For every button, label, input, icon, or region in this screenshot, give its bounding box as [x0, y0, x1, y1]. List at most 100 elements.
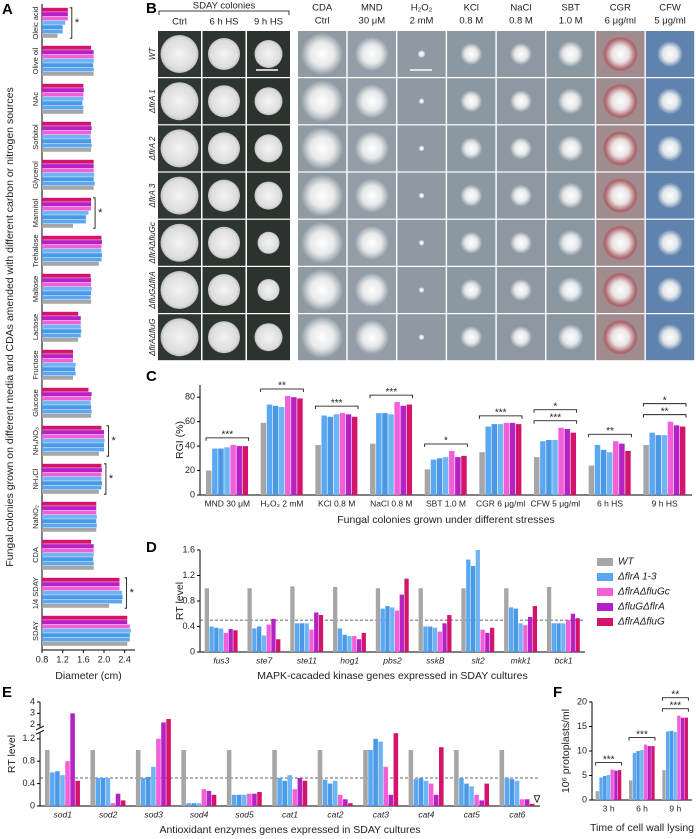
significance-bracket	[124, 577, 127, 609]
bar	[42, 130, 92, 135]
bar	[42, 126, 92, 131]
bar	[260, 422, 267, 495]
bar	[42, 286, 92, 291]
bar	[418, 588, 423, 652]
bar	[42, 147, 92, 152]
bar	[327, 783, 333, 806]
bar	[385, 606, 390, 652]
colony	[208, 321, 240, 354]
colony	[354, 84, 389, 119]
y-tick-label: NH₄Cl	[31, 468, 40, 489]
bar	[378, 741, 383, 806]
bar	[470, 565, 476, 652]
bar	[588, 465, 595, 495]
bar	[233, 630, 238, 652]
bar	[504, 588, 509, 652]
bar	[42, 620, 128, 625]
bar	[42, 362, 76, 367]
column-header: Ctrl	[172, 17, 187, 28]
colony	[557, 324, 584, 351]
panel-letter: E	[2, 684, 12, 701]
bar	[42, 434, 104, 439]
bar	[561, 623, 566, 652]
colony	[460, 279, 483, 301]
y-tick-label: Maltose	[31, 276, 40, 302]
x-tick-label: sod4	[190, 809, 209, 819]
x-tick-label: CFW 5 μg/ml	[530, 498, 580, 508]
bar	[219, 628, 224, 652]
bar	[321, 415, 327, 495]
bar	[461, 455, 467, 495]
colony	[301, 221, 344, 264]
significance: ***	[221, 430, 233, 441]
significance-bracket	[205, 437, 250, 441]
x-tick-label: pbs2	[382, 655, 402, 665]
bar	[368, 750, 373, 806]
bar	[42, 164, 94, 169]
bar	[266, 404, 273, 495]
row-label: ΔfluGΔflrA	[148, 271, 157, 309]
bar	[42, 185, 94, 190]
bar	[42, 299, 92, 304]
bar	[428, 783, 434, 806]
bar	[60, 775, 65, 806]
y-tick-label: Glycerol	[31, 161, 40, 189]
bar	[342, 634, 347, 652]
bar	[667, 421, 674, 495]
bar	[479, 452, 485, 495]
y-tick-label: 1/4 SDAY	[31, 577, 40, 609]
bar	[629, 780, 633, 800]
significance: *	[98, 207, 103, 219]
significance-bracket	[533, 409, 578, 413]
colony	[657, 229, 684, 256]
bar	[247, 793, 252, 806]
bar	[42, 548, 94, 553]
bar	[529, 803, 535, 806]
bar	[42, 413, 92, 418]
bar	[42, 177, 94, 182]
legend-label: ΔflrAΔfluGc	[617, 587, 670, 598]
bar	[156, 738, 161, 806]
x-tick-label: KCl 0.8 M	[318, 498, 355, 508]
bar	[282, 780, 287, 806]
bar	[297, 398, 303, 495]
bar	[285, 396, 291, 495]
bar	[455, 457, 461, 495]
bar	[42, 599, 123, 604]
colony	[605, 322, 636, 353]
bar	[42, 358, 73, 363]
y-tick-label: 40	[185, 440, 195, 450]
bar	[42, 501, 97, 506]
significance-bracket	[260, 388, 304, 392]
bar	[474, 794, 479, 806]
column-header: 30 μM	[359, 16, 386, 27]
significance-bracket	[595, 762, 623, 766]
bar	[42, 510, 97, 515]
bar	[390, 607, 395, 652]
bar	[161, 722, 166, 806]
colony	[557, 88, 584, 115]
bar	[42, 349, 73, 354]
bar	[304, 623, 309, 652]
bar	[343, 799, 348, 806]
bar	[42, 67, 94, 72]
colony	[605, 39, 636, 69]
bar	[394, 402, 400, 495]
colony	[354, 131, 389, 166]
bar	[42, 624, 130, 629]
bar	[42, 485, 102, 490]
bar	[214, 627, 219, 652]
panel-letter: A	[2, 1, 13, 18]
bar	[662, 770, 666, 800]
bar	[266, 624, 271, 652]
bar	[594, 444, 601, 495]
bar	[42, 168, 94, 173]
bar	[42, 181, 95, 186]
y-tick-label: SDAY	[31, 621, 40, 641]
significance-bracket	[424, 443, 468, 447]
bar	[42, 463, 102, 468]
x-tick-label: NaCl 0.8 M	[370, 498, 413, 508]
bar	[332, 780, 338, 806]
bar	[42, 278, 92, 283]
bar	[424, 469, 431, 495]
